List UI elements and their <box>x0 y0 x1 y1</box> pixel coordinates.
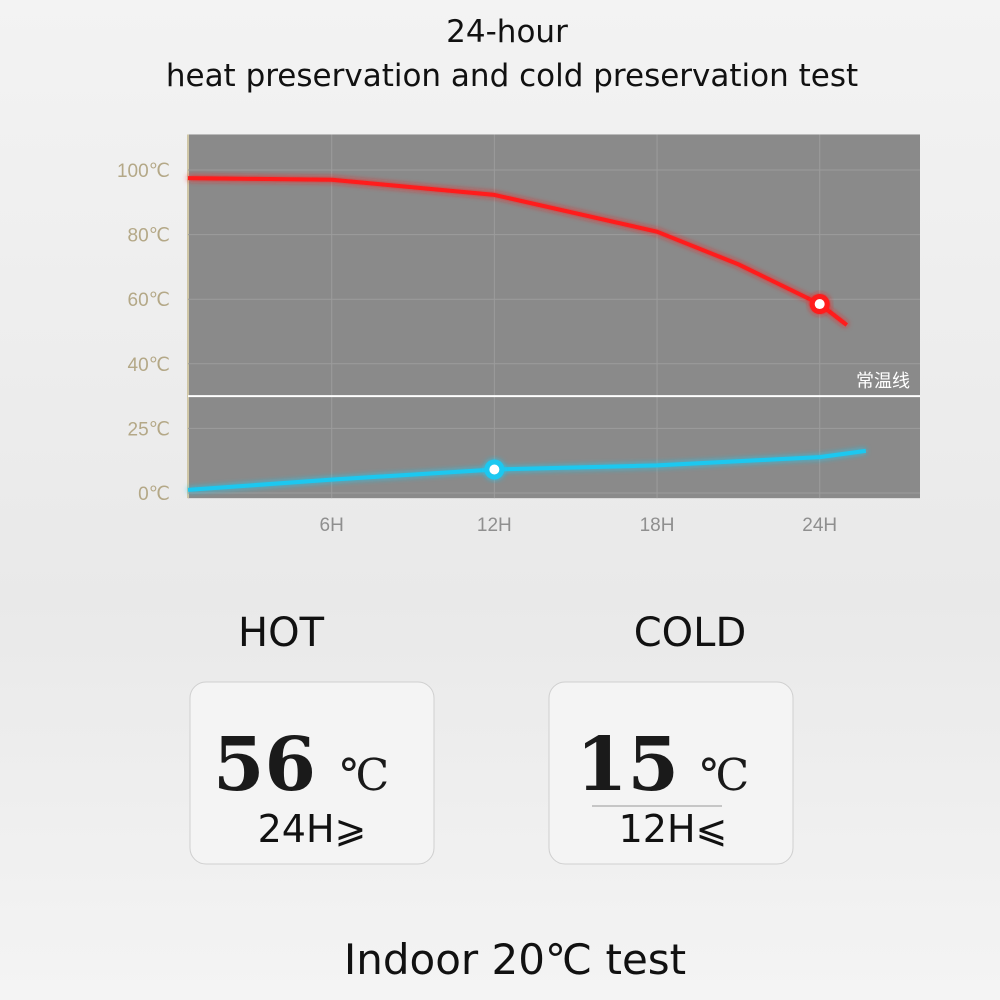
x-tick-label: 12H <box>477 515 512 536</box>
card-value: 56 <box>213 722 316 808</box>
x-tick-label: 6H <box>320 515 344 536</box>
chart: 0℃ 25℃ 40℃ 60℃ 80℃ 100℃ 6H 12H 18H 24H 常温线 <box>117 134 920 536</box>
card-time: 12H⩽ <box>619 807 728 851</box>
y-tick-label: 40℃ <box>128 355 170 376</box>
x-tick-label: 24H <box>802 515 837 536</box>
card-time: 24H⩾ <box>258 807 367 851</box>
card-label: HOT <box>238 610 325 656</box>
series-line <box>187 448 867 492</box>
y-tick-label: 0℃ <box>138 484 170 505</box>
x-tick-label: 18H <box>640 515 675 536</box>
card-label: COLD <box>634 610 747 656</box>
reference-label: 常温线 <box>856 371 910 392</box>
y-tick-label: 80℃ <box>128 226 170 247</box>
cold-card: COLD 15 ℃ 12H⩽ <box>548 610 794 865</box>
hot-card: HOT 56 ℃ 24H⩾ <box>189 610 435 865</box>
card-value: 15 <box>576 722 679 808</box>
y-tick-label: 60℃ <box>128 290 170 311</box>
y-tick-label: 25℃ <box>128 419 170 440</box>
card-unit: ℃ <box>700 750 749 801</box>
plot-area <box>188 134 920 499</box>
title-line: 24-hour <box>446 14 568 50</box>
card-box <box>189 681 435 865</box>
footer: Indoor 20℃ test <box>344 935 686 984</box>
card-unit: ℃ <box>340 750 389 801</box>
highlight-dot <box>814 299 825 310</box>
y-tick-label: 100℃ <box>117 161 170 182</box>
card-box <box>548 681 794 865</box>
title-line: heat preservation and cold preservation … <box>166 58 858 94</box>
highlight-dot <box>489 464 500 475</box>
